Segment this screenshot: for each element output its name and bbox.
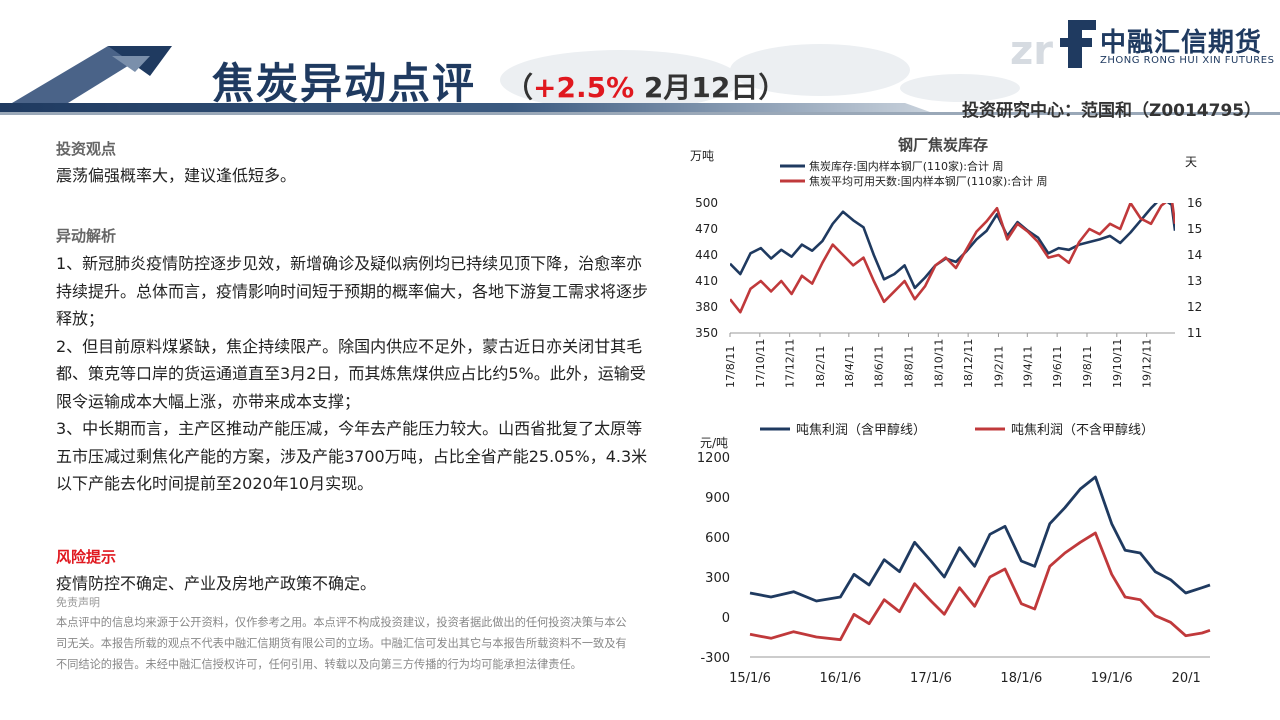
analysis-paragraph: 3、中长期而言，主产区推动产能压减，今年去产能压力较大。山西省批复了太原等五市压…: [56, 419, 648, 493]
y-tick-left: 440: [695, 248, 718, 262]
svg-text:zr: zr: [1010, 28, 1053, 72]
author-line: 投资研究中心：范国和（Z0014795）: [962, 101, 1262, 121]
series-line-without-methanol: [749, 531, 1211, 642]
logo-english-name: ZHONG RONG HUI XIN FUTURES: [1100, 55, 1275, 66]
title-date: 2月12日）: [634, 71, 787, 104]
x-tick-label: 19/2/11: [992, 346, 1005, 388]
series-line-days: [730, 203, 1175, 314]
legend-label: 吨焦利润（不含甲醇线）: [1011, 422, 1154, 438]
y-tick-right: 15: [1187, 222, 1202, 236]
y-tick: 600: [705, 531, 730, 546]
price-change: +2.5%: [533, 71, 635, 104]
y-tick-right: 14: [1187, 248, 1202, 262]
series-line-inventory: [730, 203, 1175, 290]
analysis-paragraph: 2、但目前原料煤紧缺，焦企持续限产。除国内供应不足外，蒙古近日亦关闭甘其毛都、策…: [56, 336, 646, 411]
y-axis-left-unit: 万吨: [690, 149, 714, 163]
view-section-label: 投资观点: [56, 140, 117, 158]
y-tick: 300: [705, 571, 730, 586]
x-tick-label: 19/12/11: [1141, 339, 1154, 388]
analysis-section-label: 异动解析: [56, 227, 117, 245]
x-tick-label: 19/4/11: [1021, 346, 1034, 388]
x-tick-label: 15/1/6: [729, 671, 771, 686]
x-tick-label: 17/8/11: [724, 346, 737, 388]
y-tick: -300: [700, 651, 730, 666]
x-tick-label: 19/10/11: [1111, 339, 1124, 388]
view-text: 震荡偏强概率大，建议逢低短多。: [56, 166, 297, 185]
legend-label: 焦炭平均可用天数:国内样本钢厂(110家):合计 周: [809, 174, 1048, 188]
y-tick: 1200: [697, 451, 730, 466]
legend-label: 吨焦利润（含甲醇线）: [796, 422, 926, 438]
y-tick: 900: [705, 491, 730, 506]
chart-title: 钢厂焦炭库存: [898, 136, 988, 154]
x-tick-label: 18/4/11: [843, 346, 856, 388]
y-tick-left: 380: [695, 300, 718, 314]
page-title: 焦炭异动点评: [212, 59, 477, 108]
x-tick-label: 19/6/11: [1051, 346, 1064, 388]
y-tick-right: 16: [1187, 196, 1202, 210]
x-tick-label: 18/2/11: [814, 346, 827, 388]
x-tick-label: 17/10/11: [754, 339, 767, 388]
y-tick-left: 350: [695, 326, 718, 340]
legend-label: 焦炭库存:国内样本钢厂(110家):合计 周: [809, 159, 1004, 173]
disclaimer-label: 免责声明: [56, 596, 100, 609]
x-tick-label: 18/8/11: [902, 346, 915, 388]
x-tick-label: 17/12/11: [784, 339, 797, 388]
x-tick-label: 19/1/6: [1091, 671, 1133, 686]
y-tick-right: 13: [1187, 274, 1202, 288]
y-tick-right: 12: [1187, 300, 1202, 314]
title-change-and-date: （+2.5% 2月12日）: [505, 66, 786, 106]
x-tick-label: 18/10/11: [932, 339, 945, 388]
x-tick-label: 20/1: [1172, 671, 1201, 686]
y-tick-left: 500: [695, 196, 718, 210]
series-line-with-methanol: [749, 475, 1211, 603]
y-tick: 0: [722, 611, 730, 626]
coke-profit-chart: 元/吨 吨焦利润（含甲醇线） 吨焦利润（不含甲醇线） -300 0 300 600 900 12…: [697, 422, 1211, 686]
analysis-body: 1、新冠肺炎疫情防控逐步见效，新增确诊及疑似病例均已持续见顶下降，治愈率亦持续提…: [56, 250, 652, 498]
y-tick-left: 410: [695, 274, 718, 288]
x-tick-label: 19/8/11: [1081, 346, 1094, 388]
logo-chinese-name: 中融汇信期货: [1100, 28, 1263, 58]
analysis-paragraph: 1、新冠肺炎疫情防控逐步见效，新增确诊及疑似病例均已持续见顶下降，治愈率亦持续提…: [56, 254, 649, 328]
x-tick-label: 18/1/6: [1000, 671, 1042, 686]
x-tick-label: 16/1/6: [819, 671, 861, 686]
risk-text: 疫情防控不确定、产业及房地产政策不确定。: [56, 574, 377, 593]
y-tick-left: 470: [695, 222, 718, 236]
x-tick-label: 18/6/11: [873, 346, 886, 388]
paren-open: （: [505, 71, 534, 104]
header-band: [0, 0, 1280, 130]
y-axis-unit: 元/吨: [700, 436, 728, 450]
x-tick-label: 18/12/11: [962, 339, 975, 388]
y-axis-right-unit: 天: [1185, 155, 1197, 169]
company-logo: zr: [1010, 20, 1096, 72]
disclaimer-text: 本点评中的信息均来源于公开资料，仅作参考之用。本点评不构成投资建议，投资者据此做…: [56, 616, 627, 671]
risk-section-label: 风险提示: [56, 548, 117, 566]
y-tick-right: 11: [1187, 326, 1202, 340]
x-tick-label: 17/1/6: [910, 671, 952, 686]
